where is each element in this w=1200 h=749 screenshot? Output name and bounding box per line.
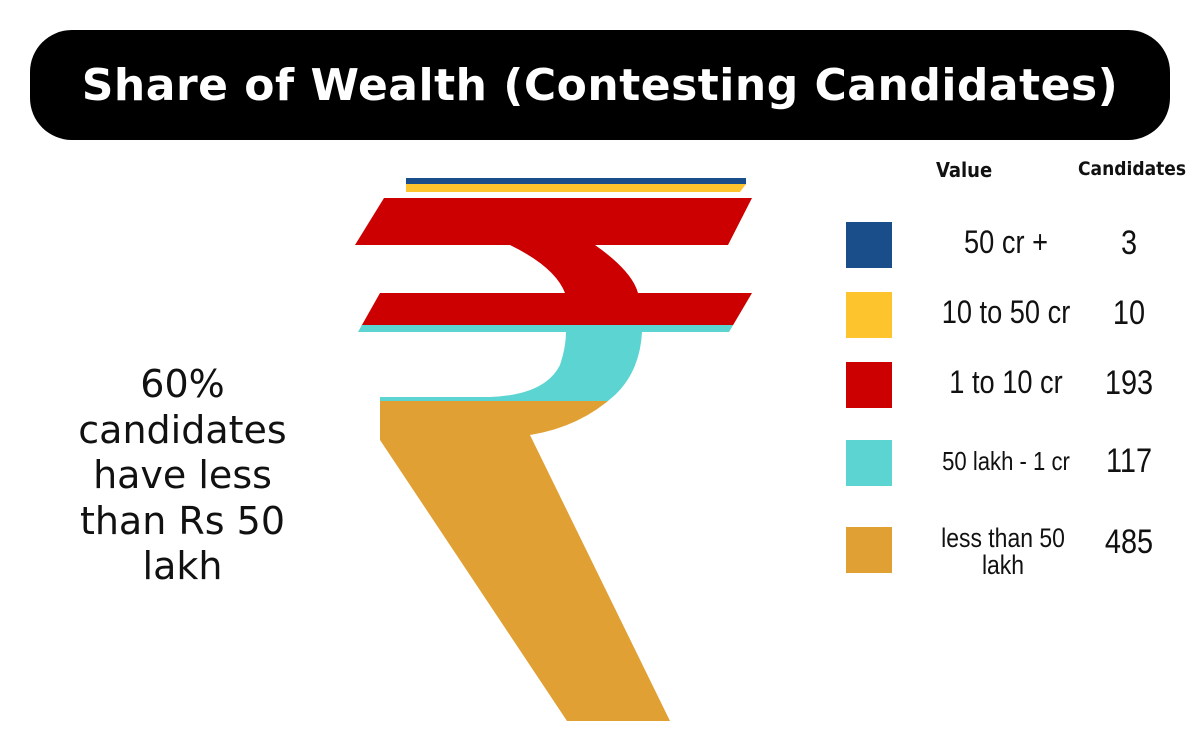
rupee-symbol-chart xyxy=(355,178,752,721)
callout-text: 60% candidates have less than Rs 50 lakh xyxy=(40,362,325,590)
legend-row: 50 cr + 3 xyxy=(846,222,1191,282)
callout-line: 60% xyxy=(140,362,225,406)
legend-label: 50 lakh - 1 cr xyxy=(942,446,1070,476)
rupee-band xyxy=(355,184,752,199)
callout-line: than Rs 50 xyxy=(79,498,286,543)
legend-label: less than 50 lakh xyxy=(941,523,1065,580)
legend-swatch xyxy=(846,362,892,408)
legend-swatch xyxy=(846,527,892,573)
legend-value-header: Value xyxy=(936,158,993,182)
legend-count: 193 xyxy=(1104,364,1154,402)
callout-line: have less xyxy=(93,453,272,498)
legend-candidates-header: Candidates xyxy=(1078,158,1187,180)
rupee-band xyxy=(355,178,752,185)
chart-title: Share of Wealth (Contesting Candidates) xyxy=(81,59,1119,111)
legend-row: 1 to 10 cr 193 xyxy=(846,362,1191,422)
callout-line: candidates xyxy=(78,407,287,452)
legend-count: 10 xyxy=(1112,294,1146,332)
legend-swatch xyxy=(846,292,892,338)
legend-row: 10 to 50 cr 10 xyxy=(846,292,1191,352)
legend-swatch xyxy=(846,440,892,486)
legend-label: 10 to 50 cr xyxy=(941,294,1071,330)
rupee-band xyxy=(355,401,752,721)
legend-row: less than 50 lakh 485 xyxy=(846,523,1191,583)
rupee-band xyxy=(355,198,752,326)
legend-swatch xyxy=(846,222,892,268)
callout-line: lakh xyxy=(142,544,223,589)
legend-count: 485 xyxy=(1104,523,1154,561)
legend-count: 3 xyxy=(1120,224,1138,262)
legend-row: 50 lakh - 1 cr 117 xyxy=(846,440,1191,500)
rupee-band xyxy=(355,325,752,402)
legend-label: 1 to 10 cr xyxy=(949,364,1063,400)
title-banner: Share of Wealth (Contesting Candidates) xyxy=(30,30,1170,140)
legend-count: 117 xyxy=(1105,442,1153,480)
legend-label: 50 cr + xyxy=(964,224,1048,260)
